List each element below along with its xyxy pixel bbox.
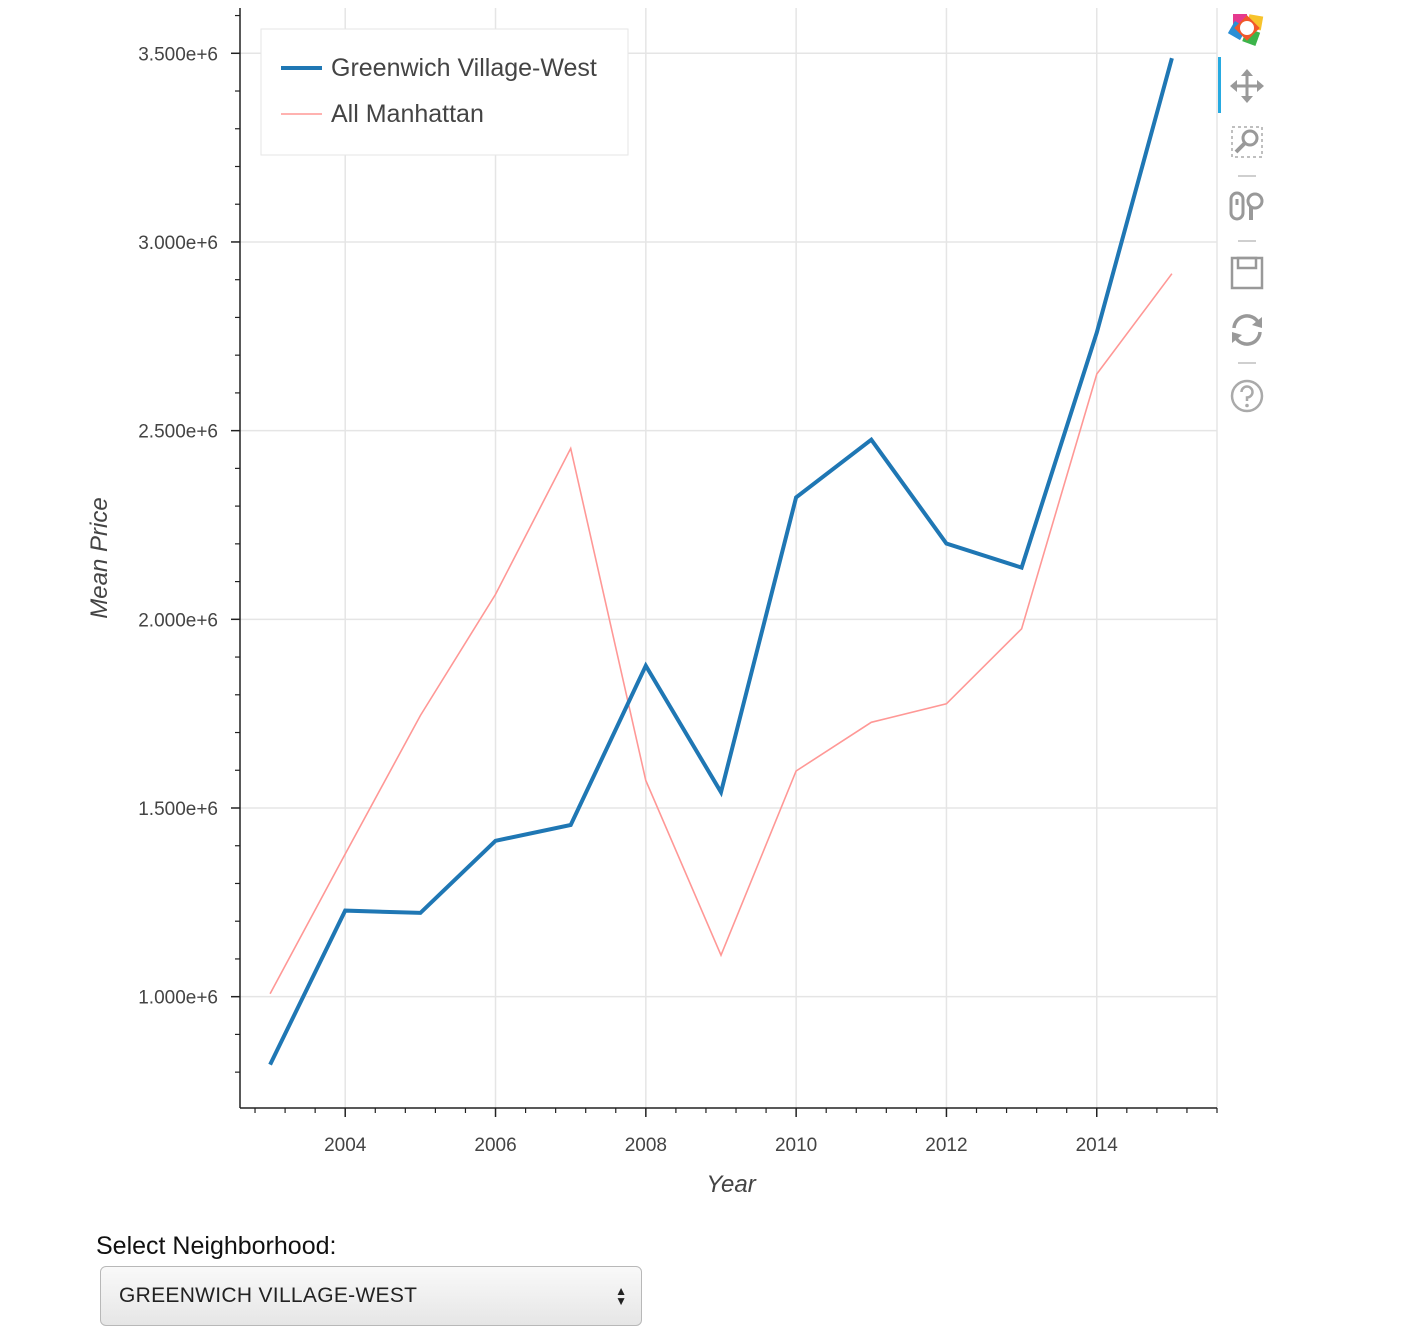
wheel-zoom-icon[interactable] bbox=[1224, 184, 1270, 230]
y-tick-label: 2.500e+6 bbox=[138, 422, 218, 443]
x-tick-label: 2004 bbox=[324, 1135, 367, 1156]
select-arrows-icon: ▲ ▼ bbox=[615, 1284, 627, 1308]
series-layer bbox=[268, 57, 1174, 1066]
y-grid bbox=[240, 52, 1217, 998]
save-icon[interactable] bbox=[1224, 250, 1270, 296]
series-line-greenwich-village-west bbox=[268, 57, 1174, 1066]
toolbar-separator bbox=[1238, 240, 1256, 242]
y-tick-label: 2.000e+6 bbox=[138, 610, 218, 631]
legend: Greenwich Village-West All Manhattan bbox=[260, 28, 629, 156]
neighborhood-select-value: GREENWICH VILLAGE-WEST bbox=[119, 1284, 418, 1307]
help-icon[interactable] bbox=[1224, 373, 1270, 419]
line-chart[interactable]: 1.000e+6 1.500e+6 2.000e+6 2.500e+6 3.000e+6… bbox=[0, 0, 1404, 1220]
neighborhood-select[interactable]: GREENWICH VILLAGE-WEST ▲ ▼ bbox=[100, 1266, 642, 1326]
bokeh-logo-icon[interactable] bbox=[1224, 5, 1270, 51]
y-tick-label: 1.000e+6 bbox=[138, 988, 218, 1009]
y-tick-label: 3.500e+6 bbox=[138, 44, 218, 65]
x-tick-label: 2010 bbox=[775, 1135, 817, 1156]
toolbar-separator bbox=[1238, 175, 1256, 177]
toolbar-separator bbox=[1238, 362, 1256, 364]
y-tick-label: 3.000e+6 bbox=[138, 233, 218, 254]
legend-box bbox=[260, 28, 629, 156]
legend-label-greenwich: Greenwich Village-West bbox=[331, 54, 597, 82]
x-tick-label: 2012 bbox=[925, 1135, 967, 1156]
box-zoom-icon[interactable] bbox=[1224, 119, 1270, 165]
x-grid bbox=[344, 8, 1218, 1108]
legend-label-manhattan: All Manhattan bbox=[331, 100, 484, 128]
reset-icon[interactable] bbox=[1224, 307, 1270, 353]
x-tick-label: 2014 bbox=[1076, 1135, 1119, 1156]
y-tick-label: 1.500e+6 bbox=[138, 799, 218, 820]
select-neighborhood-label: Select Neighborhood: bbox=[96, 1232, 337, 1260]
x-tick-label: 2006 bbox=[474, 1135, 516, 1156]
y-axis-label: Mean Price bbox=[86, 497, 113, 618]
x-ticks: 2004 2006 2008 2010 2012 2014 bbox=[254, 1108, 1218, 1156]
pan-icon[interactable] bbox=[1224, 63, 1270, 109]
x-axis-label: Year bbox=[706, 1171, 756, 1198]
axes bbox=[239, 8, 1217, 1109]
x-tick-label: 2008 bbox=[625, 1135, 667, 1156]
y-ticks: 1.000e+6 1.500e+6 2.000e+6 2.500e+6 3.000e+6… bbox=[138, 14, 240, 1073]
active-tool-indicator bbox=[1218, 57, 1221, 113]
series-line-all-manhattan bbox=[269, 273, 1173, 995]
